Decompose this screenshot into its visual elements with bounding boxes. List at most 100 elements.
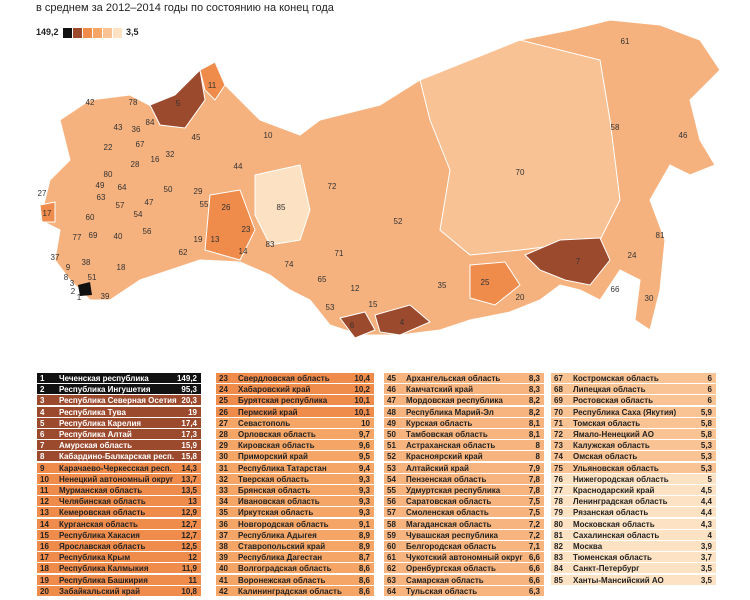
region-name: Санкт-Петербург [573,564,640,574]
value: 10 [361,418,370,428]
region-number: 15 [369,300,378,309]
value: 13,7 [181,474,197,484]
value: 7,9 [528,463,540,473]
rank: 9 [40,463,45,473]
region-name: Тульская область [406,586,478,596]
region-name: Калужская область [573,441,650,451]
table-row: 10 Ненецкий автономный округ 13,7 [37,473,201,485]
value: 7,2 [528,519,540,529]
region-name: Ленинградская область [573,497,668,507]
region-name: Хабаровский край [238,385,311,395]
value: 7,8 [528,486,540,495]
region-altai [339,311,376,339]
rank: 55 [387,486,396,495]
region-name: Республика Башкирия [59,575,148,585]
value: 14,3 [181,463,197,473]
region-name: Ивановская область [238,497,320,507]
table-row: 84 Санкт-Петербург 3,5 [551,563,716,575]
table-row: 15 Республика Хакасия 12,7 [37,529,201,541]
table-row: 16 Ярославская область 12,5 [37,541,201,552]
value: 9,3 [358,486,370,495]
region-name: Рязанская область [573,508,649,518]
rank: 13 [40,508,49,518]
rank: 16 [40,542,49,551]
region-number: 26 [222,203,231,212]
rank: 82 [554,542,563,551]
table-row: 33 Брянская область 9,3 [216,485,374,496]
region-name: Челябинская область [59,497,146,507]
value: 9,5 [358,452,370,462]
region-number: 42 [86,98,95,107]
rank: 23 [219,374,228,383]
value: 8,3 [528,374,540,383]
value: 6,6 [528,575,540,585]
region-name: Тамбовская область [406,430,488,439]
subtitle: в среднем за 2012–2014 годы по состоянию… [36,2,334,14]
rank: 60 [387,542,396,551]
value: 5,3 [700,463,712,473]
region-number: 52 [394,217,403,226]
region-number: 29 [194,187,203,196]
rank: 62 [387,564,396,574]
table-row: 11 Мурманская область 13,5 [37,485,201,496]
table-row: 54 Пензенская область 7,8 [384,473,544,485]
table-row: 42 Калининградская область 8,6 [216,585,374,597]
region-name: Республика Хакасия [59,530,140,540]
rank: 31 [219,463,228,473]
table-row: 28 Орловская область 9,7 [216,429,374,440]
region-name: Амурская область [59,441,133,451]
region-number: 1 [77,293,82,302]
rank: 50 [387,430,396,439]
rank: 36 [219,519,228,529]
value: 6 [707,374,712,383]
table-row: 51 Астраханская область 8 [384,440,544,452]
region-name: Камчатский край [406,385,474,395]
value: 3,7 [700,553,712,563]
region-number: 3 [70,279,75,288]
region-name: Удмуртская республика [406,486,501,495]
table-row: 50 Тамбовская область 8,1 [384,429,544,440]
rank: 30 [219,452,228,462]
rank: 64 [387,586,396,596]
region-number: 57 [116,201,125,210]
region-number: 5 [176,99,181,108]
rank: 38 [219,542,228,551]
region-number: 9 [66,263,71,272]
table-row: 8 Кабардино-Балкарская респ. 15,8 [37,451,201,463]
value: 5 [707,474,712,484]
table-row: 79 Рязанская область 4,4 [551,507,716,519]
region-name: Кировская область [238,441,315,451]
region-name: Московская область [573,519,655,529]
table-row: 41 Воронежская область 8,6 [216,574,374,586]
table-row: 24 Хабаровский край 10,2 [216,384,374,396]
legend-swatch [103,28,112,38]
rank: 78 [554,497,563,507]
value: 4,4 [700,508,712,518]
rank: 48 [387,407,396,417]
region-number: 32 [166,150,175,159]
table-row: 55 Удмуртская республика 7,8 [384,485,544,496]
rank: 39 [219,553,228,563]
region-name: Республика Адыгея [238,530,317,540]
value: 7,1 [528,542,540,551]
table-row: 26 Пермский край 10,1 [216,406,374,418]
rank: 41 [219,575,228,585]
value: 8,7 [358,553,370,563]
rank: 81 [554,530,563,540]
value: 8,6 [358,575,370,585]
region-name: Республика Дагестан [238,553,323,563]
value: 9,6 [358,441,370,451]
region-number: 53 [326,303,335,312]
value: 4,3 [700,519,712,529]
region-name: Забайкальский край [59,586,140,596]
region-crimea [39,201,56,223]
value: 8,6 [358,564,370,574]
value: 12,5 [181,542,197,551]
table-row: 82 Москва 3,9 [551,541,716,552]
region-number: 30 [645,294,654,303]
region-name: Курганская область [59,519,138,529]
region-number: 77 [73,233,82,242]
region-number: 66 [611,285,620,294]
rank: 61 [387,553,396,563]
rank: 71 [554,418,563,428]
